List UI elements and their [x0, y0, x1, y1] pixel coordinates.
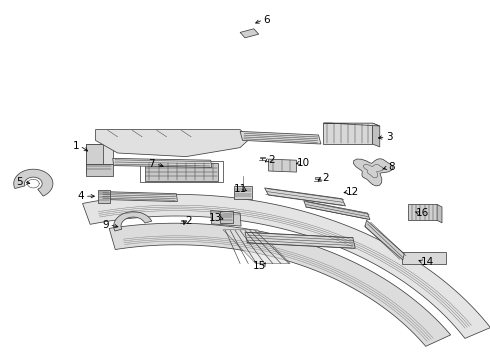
Polygon shape [372, 123, 380, 147]
Polygon shape [86, 144, 103, 164]
Text: 11: 11 [233, 184, 247, 194]
Polygon shape [437, 204, 442, 223]
Text: 3: 3 [386, 132, 393, 142]
Text: 2: 2 [322, 173, 329, 183]
Polygon shape [82, 194, 490, 338]
Polygon shape [315, 177, 320, 179]
Polygon shape [304, 201, 370, 220]
Polygon shape [223, 230, 290, 264]
Text: 14: 14 [420, 257, 434, 267]
Polygon shape [86, 144, 113, 173]
Polygon shape [269, 159, 296, 172]
Text: 9: 9 [102, 220, 109, 230]
Polygon shape [260, 157, 265, 158]
Polygon shape [109, 223, 451, 346]
Text: 6: 6 [264, 15, 270, 25]
Text: 7: 7 [148, 159, 155, 169]
Polygon shape [220, 211, 233, 223]
Polygon shape [240, 131, 321, 144]
Polygon shape [145, 163, 218, 181]
Polygon shape [113, 158, 212, 167]
Text: 10: 10 [297, 158, 310, 168]
Text: 15: 15 [253, 261, 267, 271]
Text: 4: 4 [77, 191, 84, 201]
Text: 1: 1 [73, 141, 79, 151]
Polygon shape [234, 186, 252, 199]
Text: 16: 16 [416, 208, 429, 218]
Text: 8: 8 [389, 162, 395, 172]
Polygon shape [265, 188, 345, 206]
Text: 12: 12 [346, 186, 360, 197]
Polygon shape [323, 123, 380, 126]
Polygon shape [14, 169, 53, 196]
Text: 2: 2 [269, 155, 275, 165]
Polygon shape [402, 252, 446, 264]
Text: 5: 5 [16, 177, 23, 187]
Polygon shape [86, 164, 113, 176]
Text: 13: 13 [209, 213, 222, 223]
Polygon shape [100, 192, 177, 202]
Polygon shape [323, 123, 372, 144]
Polygon shape [96, 130, 250, 157]
Polygon shape [354, 159, 393, 186]
Polygon shape [114, 212, 152, 231]
Text: 2: 2 [185, 216, 192, 226]
Polygon shape [211, 211, 241, 226]
Polygon shape [240, 29, 259, 38]
Polygon shape [408, 204, 437, 220]
Polygon shape [365, 220, 404, 260]
Polygon shape [245, 232, 355, 248]
Polygon shape [98, 190, 110, 203]
Polygon shape [181, 220, 186, 221]
